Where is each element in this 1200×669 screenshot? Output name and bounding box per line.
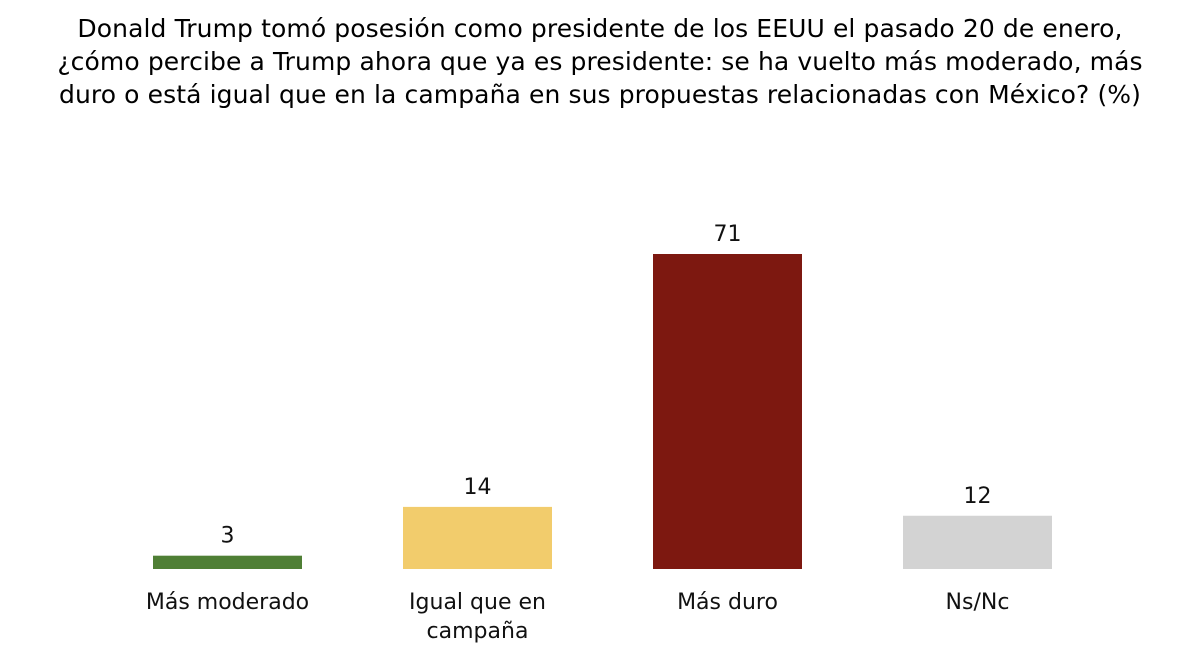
bars-group xyxy=(153,254,1052,569)
chart-title-line: ¿cómo percibe a Trump ahora que ya es pr… xyxy=(57,47,1143,76)
bar-2 xyxy=(653,254,802,569)
data-label-0: 3 xyxy=(221,524,235,549)
data-label-1: 14 xyxy=(464,475,492,500)
data-label-2: 71 xyxy=(714,222,742,247)
chart-title: Donald Trump tomó posesión como presiden… xyxy=(20,12,1180,111)
category-labels-group: Más moderado Igual que en campaña Más duro N… xyxy=(146,590,1010,644)
value-labels-group: 3 14 71 12 xyxy=(221,222,992,549)
bar-1 xyxy=(403,506,552,569)
chart-title-line: duro o está igual que en la campaña en s… xyxy=(58,80,1142,109)
bar-3 xyxy=(903,515,1052,569)
category-label-1-line-0: Igual que en xyxy=(409,590,546,615)
category-label-0: Más moderado xyxy=(146,590,309,615)
data-label-3: 12 xyxy=(964,484,992,509)
category-label-2: Más duro xyxy=(677,590,778,615)
chart-title-line: Donald Trump tomó posesión como presiden… xyxy=(77,14,1123,43)
category-label-3: Ns/Nc xyxy=(946,590,1010,615)
bar-0 xyxy=(153,555,302,569)
category-label-1-line-1: campaña xyxy=(427,619,529,644)
